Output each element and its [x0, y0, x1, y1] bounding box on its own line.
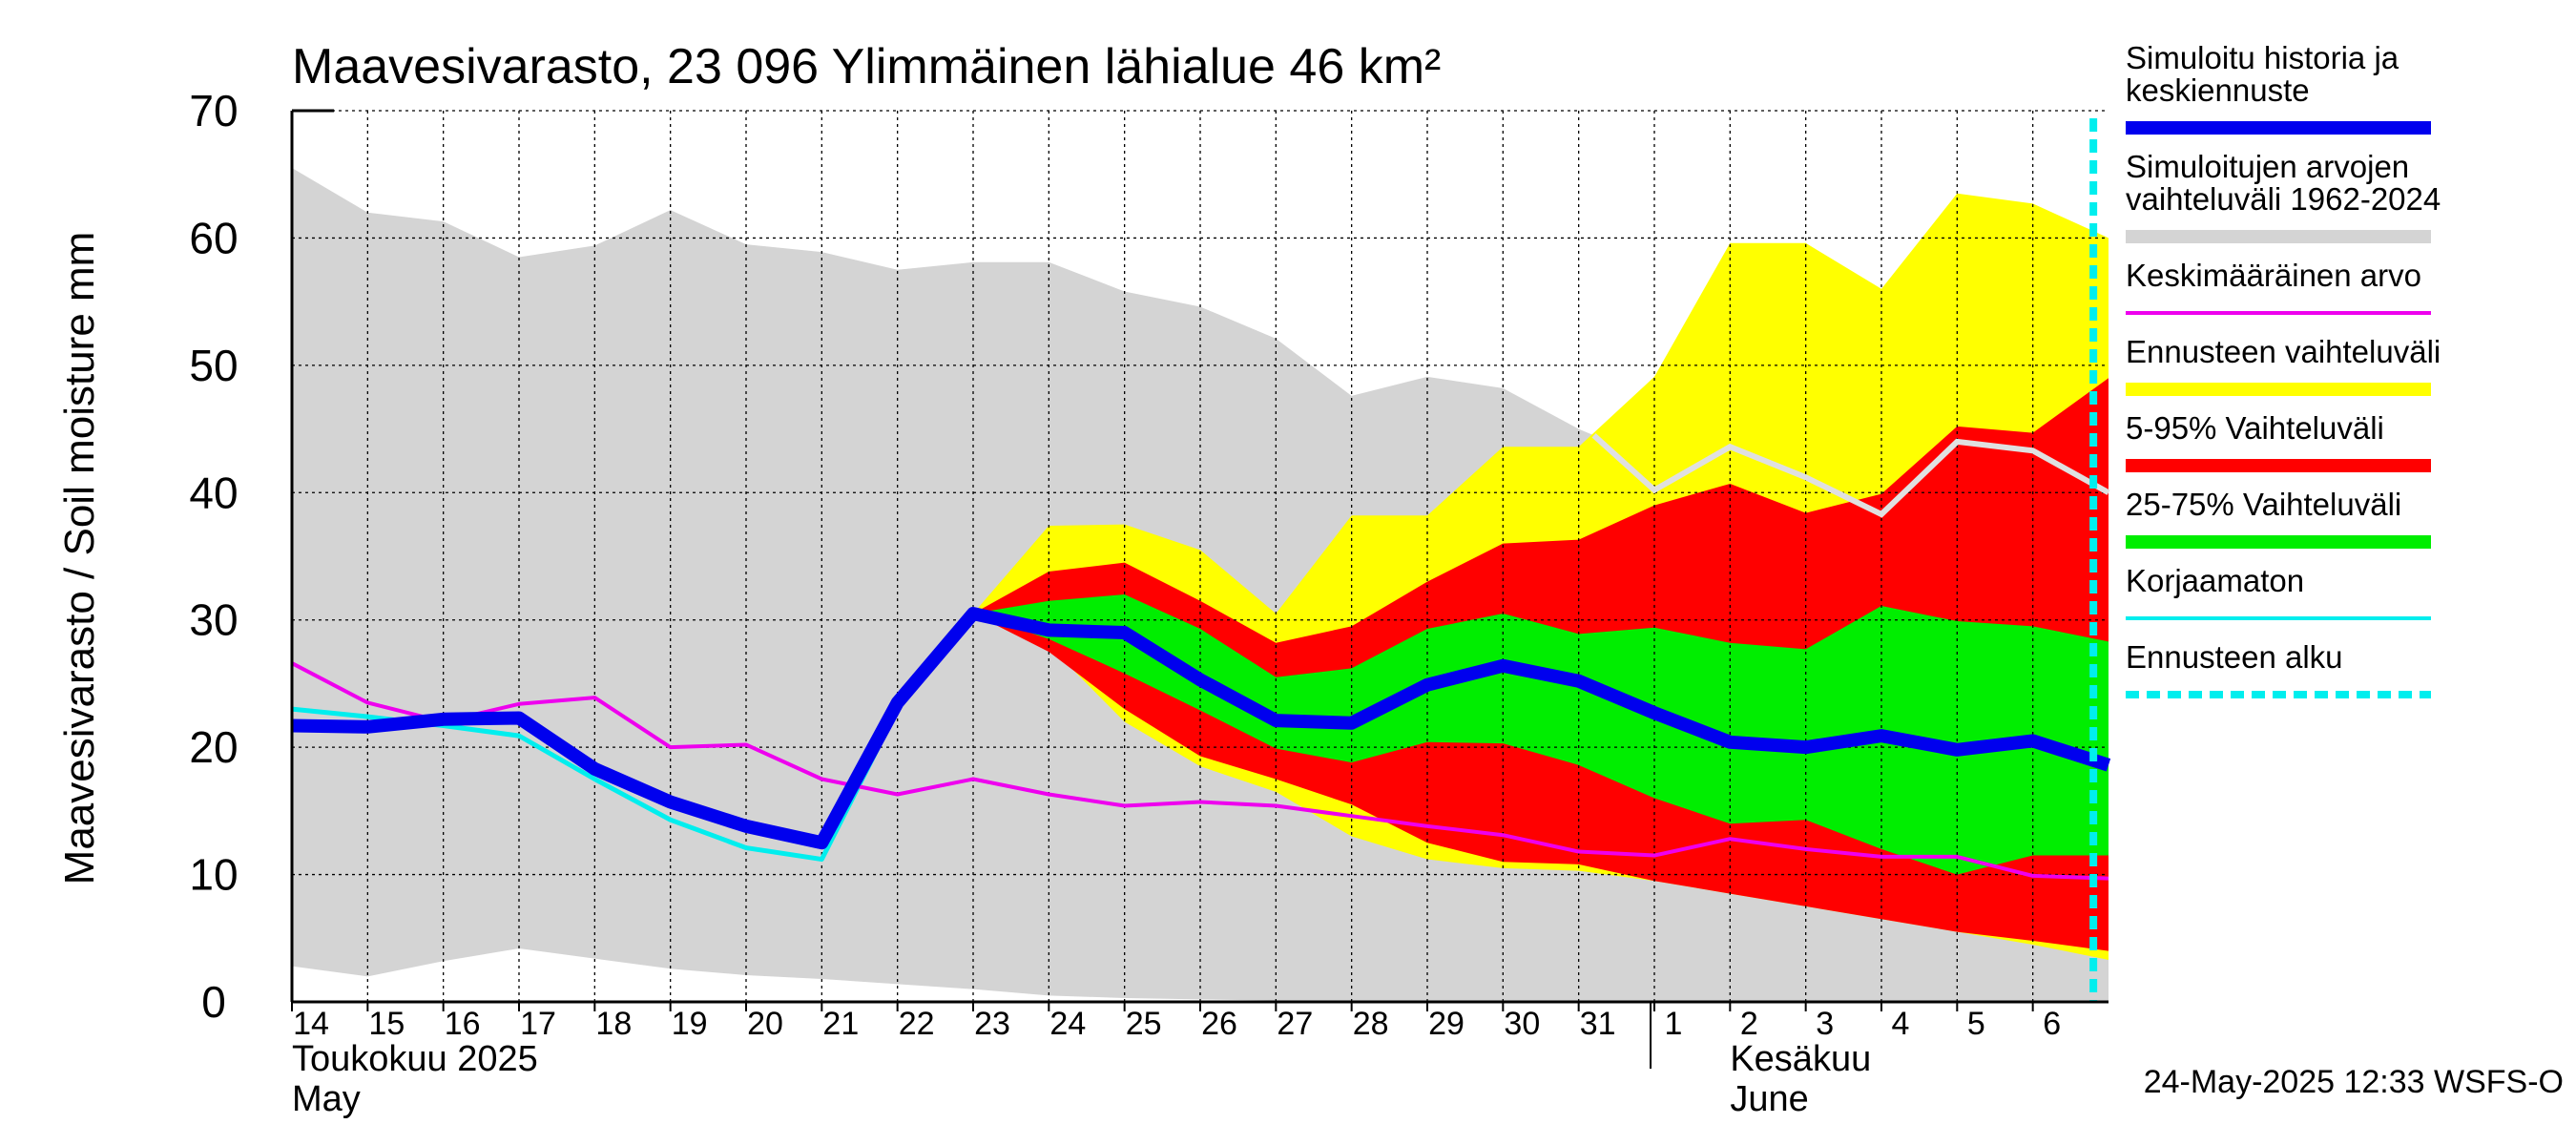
- historical-max-line: [1591, 433, 2110, 518]
- x-tick-label: 21: [822, 1006, 859, 1042]
- y-tick-label: 0: [201, 977, 226, 1027]
- y-tick-label: 10: [189, 850, 238, 900]
- x-tick-label: 23: [974, 1006, 1010, 1042]
- legend-label: Keskimääräinen arvo: [2126, 258, 2421, 293]
- series-mean-forecast: [291, 607, 2111, 850]
- x-tick-label: 6: [2043, 1006, 2061, 1042]
- x-tick-label: 26: [1201, 1006, 1237, 1042]
- legend-label: vaihteluväli 1962-2024: [2126, 181, 2441, 217]
- legend-label: Korjaamaton: [2126, 563, 2304, 598]
- x-tick-label: 17: [520, 1006, 556, 1042]
- month-label-en: June: [1730, 1079, 1808, 1119]
- x-tick-label: 2: [1740, 1006, 1758, 1042]
- month-label-fi: Kesäkuu: [1730, 1039, 1871, 1079]
- y-axis-label: Maavesivarasto / Soil moisture mm: [56, 232, 103, 885]
- x-tick-label: 18: [595, 1006, 632, 1042]
- legend-label: 25-75% Vaihteluväli: [2126, 487, 2401, 522]
- footer-timestamp: 24-May-2025 12:33 WSFS-O: [2144, 1064, 2564, 1100]
- y-tick-label: 60: [189, 213, 238, 262]
- x-tick-label: 20: [747, 1006, 783, 1042]
- x-tick-label: 27: [1277, 1006, 1313, 1042]
- p25-75-band: [973, 594, 2109, 875]
- x-tick-label: 16: [445, 1006, 481, 1042]
- x-tick-label: 24: [1049, 1006, 1086, 1042]
- month-label-en: May: [292, 1079, 361, 1119]
- x-tick-label: 14: [293, 1006, 329, 1042]
- x-tick-label: 15: [368, 1006, 405, 1042]
- x-tick-label: 1: [1665, 1006, 1683, 1042]
- y-tick-label: 20: [189, 722, 238, 772]
- x-tick-label: 4: [1892, 1006, 1910, 1042]
- x-tick-label: 28: [1353, 1006, 1389, 1042]
- legend-label: Simuloitu historia ja: [2126, 40, 2399, 75]
- legend-label: Ennusteen alku: [2126, 639, 2343, 675]
- y-tick-label: 40: [189, 468, 238, 517]
- x-tick-label: 19: [672, 1006, 708, 1042]
- x-tick-label: 30: [1504, 1006, 1540, 1042]
- legend-label: 5-95% Vaihteluväli: [2126, 410, 2384, 446]
- x-tick-label: 29: [1428, 1006, 1465, 1042]
- chart-title: Maavesivarasto, 23 096 Ylimmäinen lähial…: [292, 39, 1441, 94]
- legend-label: Ennusteen vaihteluväli: [2126, 334, 2441, 369]
- month-label-fi: Toukokuu 2025: [292, 1039, 538, 1079]
- y-tick-label: 50: [189, 341, 238, 390]
- x-tick-label: 31: [1580, 1006, 1616, 1042]
- y-tick-label: 30: [189, 595, 238, 645]
- x-tick-label: 5: [1967, 1006, 1985, 1042]
- series-average: [291, 661, 2109, 881]
- legend-label: Simuloitujen arvojen: [2126, 149, 2409, 184]
- x-tick-label: 25: [1126, 1006, 1162, 1042]
- x-tick-label: 3: [1816, 1006, 1834, 1042]
- legend-label: keskiennuste: [2126, 73, 2310, 108]
- y-tick-label: 70: [189, 86, 238, 135]
- x-tick-label: 22: [899, 1006, 935, 1042]
